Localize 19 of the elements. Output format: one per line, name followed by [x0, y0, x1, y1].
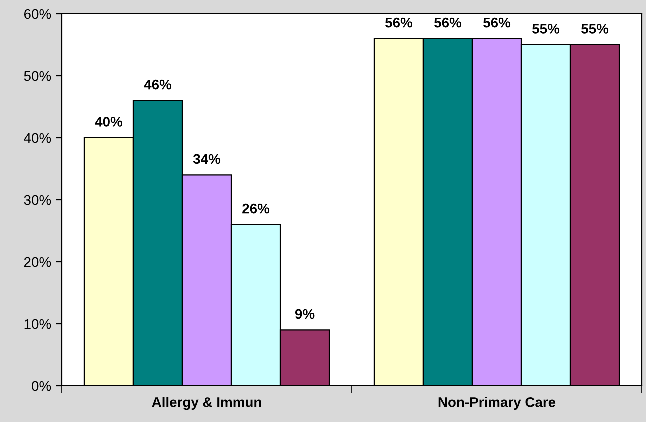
data-label: 56% — [386, 18, 413, 28]
y-tick-label: 20% — [24, 257, 52, 268]
y-tick-label: 10% — [24, 319, 52, 330]
data-label: 40% — [95, 117, 123, 127]
data-label: 46% — [144, 80, 172, 90]
data-label: 55% — [582, 24, 609, 34]
data-label: 56% — [434, 18, 462, 28]
data-label: 55% — [532, 24, 560, 34]
x-tick-label: Non-Primary Care — [438, 397, 556, 410]
y-tick-label: 30% — [24, 195, 52, 206]
y-tick-label: 60% — [24, 9, 52, 20]
data-label: 34% — [193, 154, 221, 164]
data-label: 56% — [484, 18, 511, 28]
x-tick-label: Allergy & Immun — [152, 397, 262, 410]
data-label: 9% — [295, 309, 315, 320]
y-tick-label: 0% — [32, 381, 52, 392]
data-label: 26% — [242, 204, 270, 214]
y-tick-label: 40% — [24, 133, 52, 144]
y-tick-label: 50% — [24, 71, 52, 82]
